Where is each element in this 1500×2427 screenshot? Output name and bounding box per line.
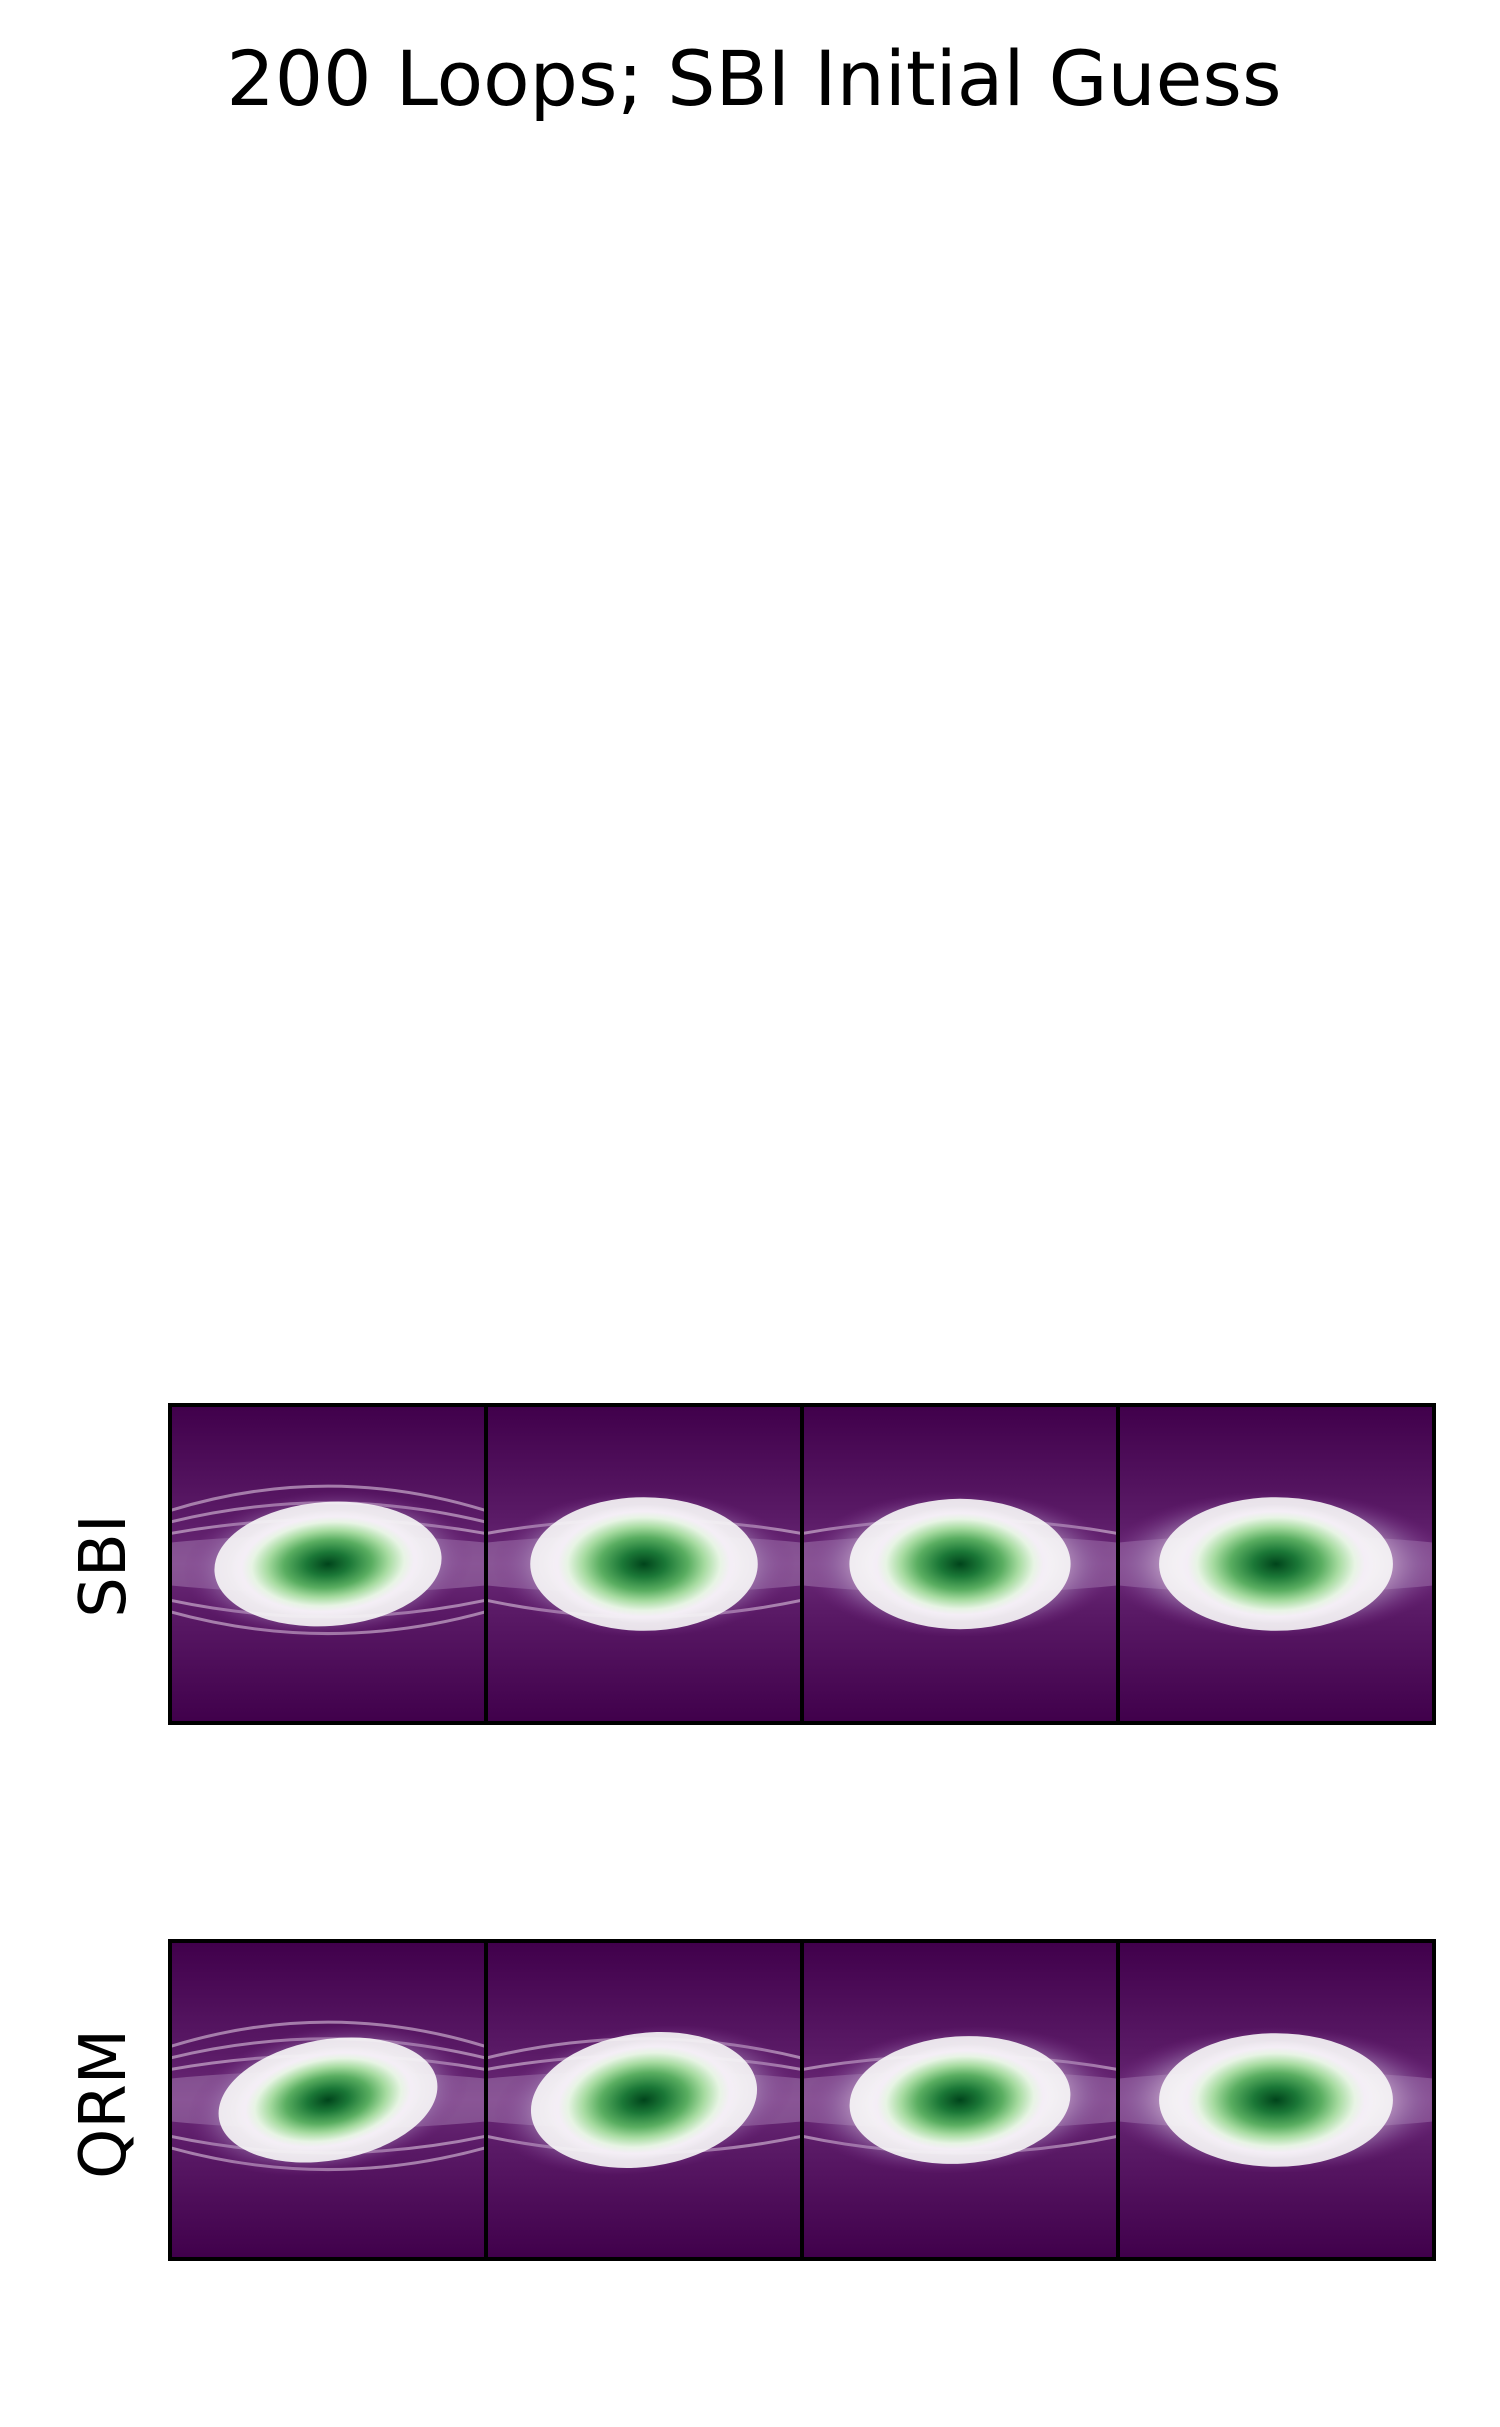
vortex-core	[1174, 1504, 1378, 1624]
row-label-sbi: SBI	[67, 1514, 141, 1617]
vortex-core	[1174, 2040, 1378, 2160]
heatmap-panel-qrm-2	[484, 1939, 804, 2261]
vortex-core	[234, 2046, 422, 2154]
heatmap-panel-qrm-3	[800, 1939, 1120, 2261]
vortex-core	[230, 1510, 426, 1618]
vortex-core	[865, 1506, 1055, 1622]
heatmap-panel-sbi-3	[800, 1403, 1120, 1725]
panel-row-qrm	[168, 1939, 1436, 2261]
chart-title: 200 Loops; SBI Initial Guess	[226, 34, 1281, 123]
heatmap-panel-sbi-2	[484, 1403, 804, 1725]
vortex-core	[546, 1504, 742, 1624]
row-label-qrm: QRM	[67, 2029, 141, 2179]
heatmap-panel-sbi-1	[168, 1403, 488, 1725]
vortex-core	[865, 2044, 1055, 2156]
heatmap-panel-sbi-4	[1116, 1403, 1436, 1725]
panel-frame	[1116, 1939, 1436, 2261]
heatmap-panel-qrm-4	[1116, 1939, 1436, 2261]
panel-frame	[1116, 1403, 1436, 1725]
heatmap-panel-qrm-1	[168, 1939, 488, 2261]
vortex-core	[546, 2039, 742, 2161]
panel-row-sbi	[168, 1403, 1436, 1725]
